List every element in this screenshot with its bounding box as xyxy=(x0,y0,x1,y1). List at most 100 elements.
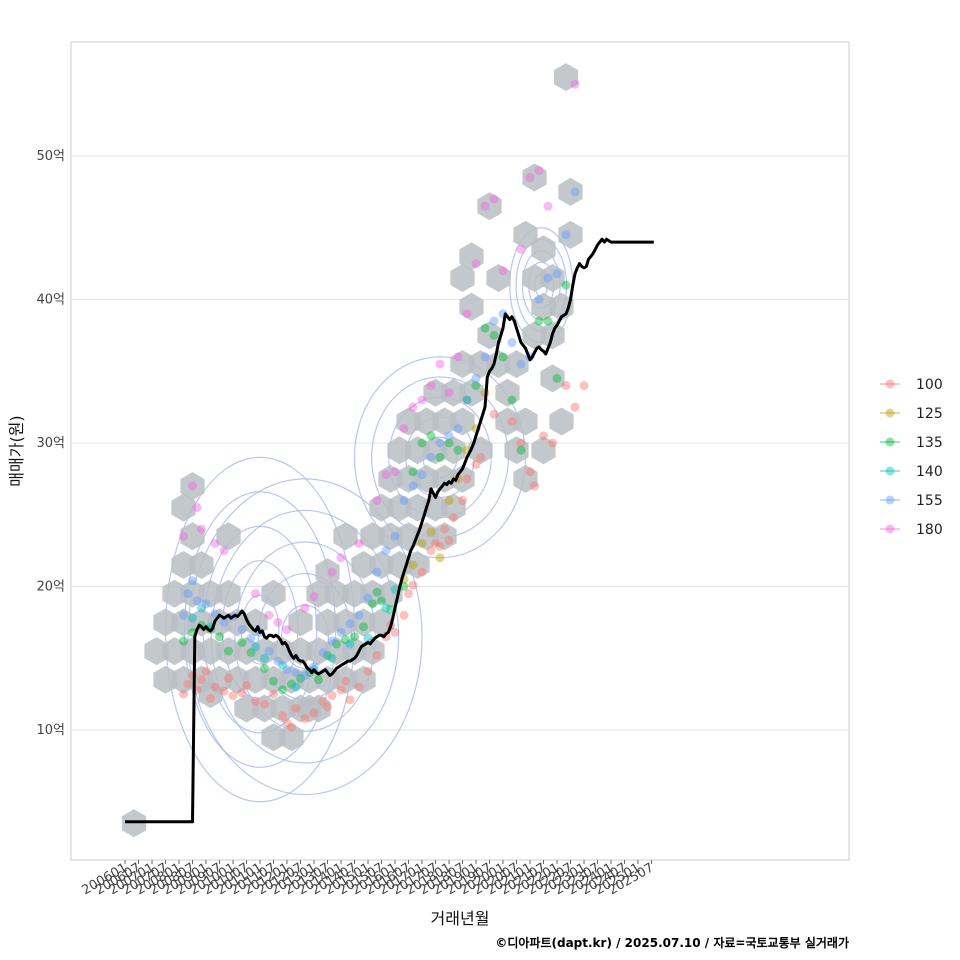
legend-label: 135 xyxy=(916,435,943,451)
hexbin-cell xyxy=(450,464,475,493)
scatter-point-155 xyxy=(188,576,197,586)
hexbin-cell xyxy=(540,264,565,292)
hexbin-cell xyxy=(540,364,565,393)
scatter-point-135 xyxy=(246,648,256,658)
scatter-point-155 xyxy=(291,668,301,678)
hexbin-cell xyxy=(243,608,268,637)
scatter-point-100 xyxy=(507,416,517,426)
scatter-point-100 xyxy=(516,438,526,448)
scatter-point-100 xyxy=(282,718,292,728)
scatter-point-180 xyxy=(192,503,202,513)
median-line-layer xyxy=(125,237,654,824)
hexbin-cell xyxy=(513,407,538,436)
scatter-point-155 xyxy=(480,352,490,362)
scatter-point-155 xyxy=(345,619,355,629)
legend: 100 125 135 140 155 180 xyxy=(880,377,943,538)
scatter-point-135 xyxy=(323,650,332,660)
scatter-point-135 xyxy=(377,596,386,606)
hexbin-cell xyxy=(261,579,286,608)
scatter-point-180 xyxy=(327,567,337,577)
scatter-point-180 xyxy=(219,546,229,556)
hexbin-cell xyxy=(315,558,340,587)
scatter-point-180 xyxy=(390,467,400,477)
scatter-point-135 xyxy=(543,316,553,326)
hexbin-cell xyxy=(189,551,214,579)
scatter-point-155 xyxy=(179,610,188,620)
legend-label: 125 xyxy=(916,406,943,422)
scatter-point-180 xyxy=(444,388,454,398)
density-contour xyxy=(187,478,423,796)
scatter-point-140 xyxy=(381,603,391,613)
scatter-point-180 xyxy=(336,553,346,563)
hexbin-cell xyxy=(450,407,475,436)
scatter-point-135 xyxy=(278,685,287,695)
scatter-point-140 xyxy=(363,633,373,643)
scatter-point-135 xyxy=(341,635,350,645)
scatter-point-180 xyxy=(188,481,197,491)
scatter-point-155 xyxy=(570,187,580,197)
scatter-point-100 xyxy=(318,696,328,706)
density-contour xyxy=(210,509,400,764)
hexbin-cell xyxy=(432,522,457,551)
scatter-point-100 xyxy=(579,381,589,391)
scatter-point-180 xyxy=(264,610,274,620)
scatter-point-135 xyxy=(480,323,490,333)
scatter-point-155 xyxy=(507,338,517,348)
scatter-point-135 xyxy=(179,636,188,646)
chart-caption: ©디아파트(dapt.kr) / 2025.07.10 / 자료=국토교통부 실… xyxy=(495,935,849,950)
scatter-point-100 xyxy=(372,650,382,660)
scatter-point-180 xyxy=(381,470,391,480)
scatter-point-155 xyxy=(543,273,553,283)
scatter-point-180 xyxy=(516,244,526,254)
scatter-point-135 xyxy=(296,673,305,683)
scatter-point-100 xyxy=(399,610,409,620)
scatter-point-135 xyxy=(359,622,368,632)
scatter-point-140 xyxy=(251,642,260,652)
scatter-point-180 xyxy=(462,309,472,319)
scatter-point-155 xyxy=(417,470,427,480)
scatter-point-100 xyxy=(476,452,485,462)
scatter-point-100 xyxy=(539,431,548,441)
scatter-point-140 xyxy=(260,653,269,663)
y-tick-label: 10억 xyxy=(36,723,65,738)
scatter-point-140 xyxy=(291,682,301,692)
scatter-point-100 xyxy=(570,402,580,412)
legend-label: 180 xyxy=(916,522,943,538)
density-contour xyxy=(281,604,330,669)
x-axis-title: 거래년월 xyxy=(431,909,490,928)
scatter-point-125 xyxy=(408,560,418,570)
hexbin-cell xyxy=(441,436,466,465)
scatter-point-135 xyxy=(368,599,377,609)
scatter-point-100 xyxy=(206,693,215,703)
scatter-point-155 xyxy=(363,593,373,603)
scatter-point-100 xyxy=(228,691,238,701)
scatter-point-100 xyxy=(489,409,499,419)
scatter-point-100 xyxy=(237,688,247,698)
scatter-point-180 xyxy=(197,524,206,534)
scatter-point-100 xyxy=(426,546,436,556)
hexbin-cell xyxy=(558,220,583,249)
scatter-point-180 xyxy=(480,201,490,211)
hexbin-cell xyxy=(288,608,313,637)
scatter-point-180 xyxy=(471,259,481,269)
y-tick-label: 20억 xyxy=(36,580,65,595)
hexbin-cell xyxy=(171,493,196,522)
scatter-point-135 xyxy=(372,587,382,597)
scatter-point-135 xyxy=(534,316,544,326)
scatter-point-180 xyxy=(489,194,499,204)
scatter-point-155 xyxy=(372,567,382,577)
scatter-point-100 xyxy=(269,689,278,699)
scatter-point-180 xyxy=(210,538,220,548)
scatter-point-180 xyxy=(282,625,292,635)
scatter-point-135 xyxy=(561,280,571,290)
hexbin-cell xyxy=(513,220,538,249)
scatter-point-135 xyxy=(507,395,517,405)
hexbin-cell xyxy=(306,694,331,723)
scatter-point-100 xyxy=(458,495,467,505)
scatter-point-155 xyxy=(462,395,472,405)
scatter-point-100 xyxy=(183,679,193,689)
scatter-point-155 xyxy=(237,625,247,635)
y-axis-title: 매매가(원) xyxy=(7,415,26,486)
scatter-point-155 xyxy=(552,269,562,279)
